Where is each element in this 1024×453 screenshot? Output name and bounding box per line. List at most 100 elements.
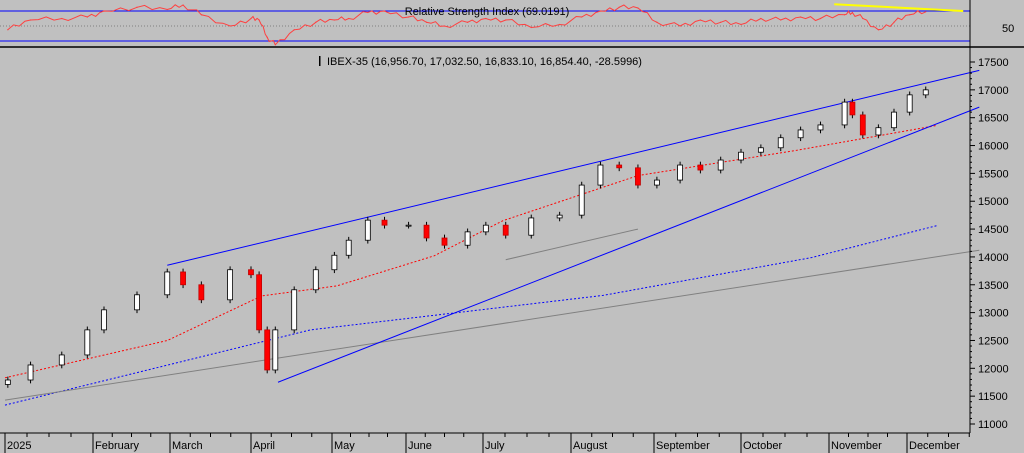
rsi-point [266,36,268,38]
rsi-point [200,14,202,16]
moving-average-1 [4,225,937,406]
price-tick-label: 11500 [978,391,1008,403]
candle-body [405,224,412,227]
candle-body [331,254,338,271]
candle-body [717,159,724,171]
candle [502,221,509,239]
rsi-point [274,44,276,46]
candle [180,268,186,289]
rsi-point [407,16,410,18]
month-label: August [573,440,607,452]
month-label: December [909,440,960,452]
candle [227,266,233,304]
rsi-title: Relative Strength Index (69.0191) [405,6,570,18]
candle [859,111,866,139]
month-label: October [743,440,782,452]
rsi-line [7,4,926,46]
candle-body [27,364,34,381]
candle [635,164,641,189]
month-label: September [656,440,710,452]
candle-body [849,101,856,116]
rsi-point [599,10,602,12]
rsi-point [293,29,295,31]
rsi-point [250,17,252,20]
candle [464,228,471,249]
price-tick-label: 17500 [978,57,1009,69]
candle [164,268,171,299]
candle [312,266,319,294]
candle-body [58,354,65,366]
candle [405,221,412,229]
candle-body [757,147,764,153]
candle [891,108,897,132]
candle-body [84,329,91,356]
trendline-2 [505,228,639,261]
price-tick-label: 15000 [978,196,1009,208]
rsi-panel [0,3,1024,48]
rsi-point [29,19,32,21]
candle [677,161,683,184]
price-title: IBEX-35 (16,956.70, 17,032.50, 16,833.10… [327,56,642,68]
moving-average-0 [4,125,937,379]
rsi-point [679,25,681,27]
rsi-point [760,17,762,20]
candle-body [264,329,271,371]
candle [101,306,107,334]
price-tick-label: 16500 [978,113,1009,125]
price-tick-label: 12000 [978,363,1009,375]
price-tick-label: 15500 [978,168,1009,180]
month-label: 2025 [7,440,31,452]
candle-body [777,137,784,149]
rsi-point [851,11,854,14]
candle [817,121,824,134]
candle [841,98,848,129]
rsi-point [485,17,487,20]
candle-body [180,271,186,286]
rsi-point [258,19,260,21]
candle-body [423,224,430,239]
candle [441,234,448,249]
candle [381,216,388,229]
candle-body [875,127,882,136]
candle [27,361,34,384]
price-axis: 11000 11500 12000 12500 13000 13500 14000 14500… [969,0,1009,433]
candle-body [227,269,233,301]
rsi-point [699,19,702,21]
candle-body [164,271,171,296]
moving-average-2 [4,249,980,401]
month-label: March [172,440,203,452]
rsi-point [182,4,184,6]
rsi-point [315,21,317,23]
candle-body [797,129,804,139]
price-tick-label: 16000 [978,141,1009,153]
candle-body [345,239,352,256]
rsi-point [909,14,911,16]
rsi-point [166,8,168,11]
candle-body [859,114,866,136]
candle [291,286,298,334]
price-panel [4,69,980,406]
candle-body [597,164,604,186]
rsi-point [383,10,386,12]
candle-body [528,217,535,236]
price-tick-label: 14000 [978,252,1009,264]
candle-body [198,284,205,301]
candle [597,161,604,189]
rsi-point [86,16,88,18]
candle [797,126,804,142]
candle [906,91,913,116]
price-tick-label: 12500 [978,335,1009,347]
rsi-point [559,23,561,26]
candle [256,271,263,334]
candle-body [616,164,623,169]
candle-body [312,269,319,291]
trendline-1 [277,106,980,383]
candle-body [654,179,660,186]
candle [272,326,279,374]
candle [4,376,11,388]
rsi-point [800,16,802,18]
candle [654,176,660,189]
candle [556,211,563,222]
rsi-point [893,21,895,23]
candle-body [441,237,448,246]
